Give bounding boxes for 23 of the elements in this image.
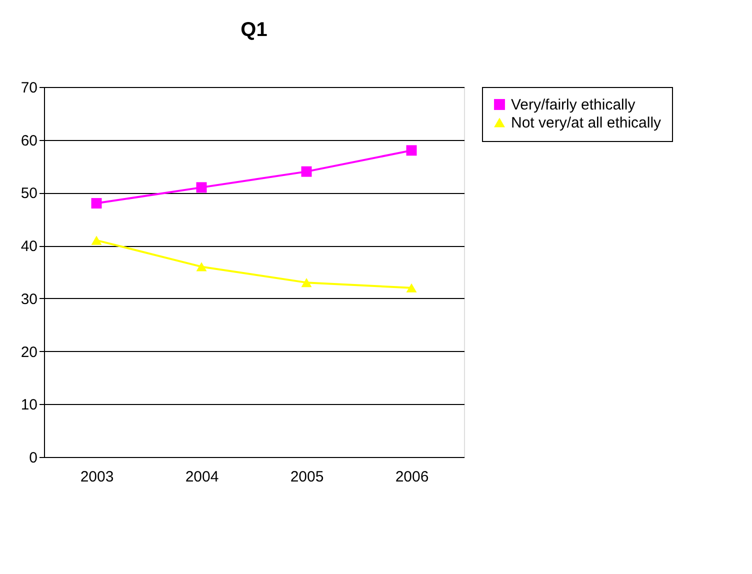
y-tick-label: 60 xyxy=(20,132,38,150)
point xyxy=(196,262,207,272)
point xyxy=(196,182,207,193)
y-tick-label: 50 xyxy=(20,185,38,202)
y-tick-label: 70 xyxy=(20,80,38,96)
point xyxy=(91,198,102,209)
point xyxy=(301,278,312,288)
x-tick-label: 2005 xyxy=(290,468,324,486)
y-tick-label: 0 xyxy=(29,450,38,466)
point xyxy=(301,166,312,177)
x-tick-label: 2003 xyxy=(80,468,114,486)
y-tick-label: 40 xyxy=(20,238,38,256)
legend-label: Not very/at all ethically xyxy=(511,114,662,132)
point xyxy=(91,236,102,245)
point xyxy=(406,145,417,156)
x-tick-label: 2004 xyxy=(185,468,219,486)
y-tick-label: 20 xyxy=(20,344,38,361)
y-tick-label: 30 xyxy=(20,290,38,308)
y-tick-label: 10 xyxy=(20,396,38,414)
chart-title: Q1 xyxy=(240,19,268,41)
point xyxy=(406,283,417,292)
x-tick-label: 2006 xyxy=(395,468,429,486)
legend-label: Very/fairly ethically xyxy=(511,96,636,114)
